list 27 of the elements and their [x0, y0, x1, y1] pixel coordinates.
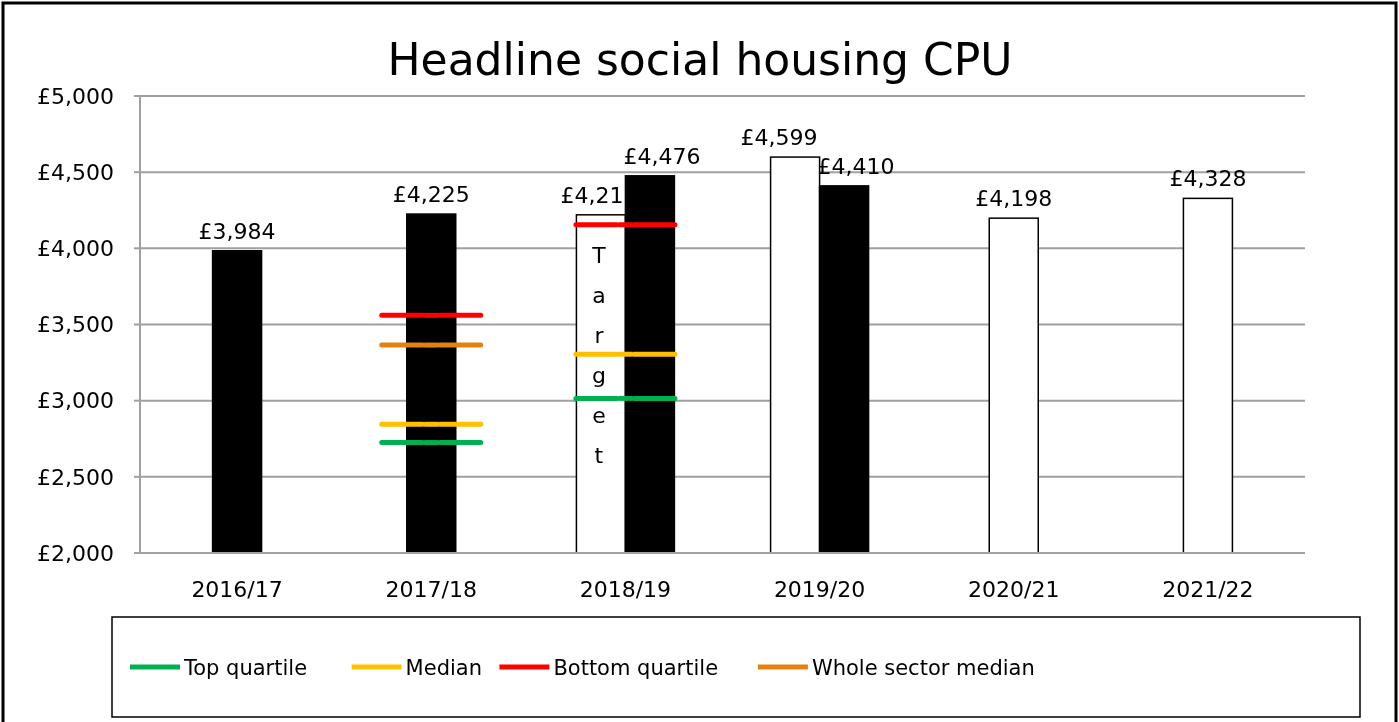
data-label: £3,984: [198, 218, 276, 244]
legend-label: Top quartile: [183, 656, 308, 680]
y-tick-label: £2,500: [37, 464, 114, 490]
legend-label: Bottom quartile: [553, 656, 719, 680]
data-label: £4,328: [1169, 166, 1247, 192]
y-tick-label: £4,500: [37, 159, 114, 185]
legend-label: Whole sector median: [811, 656, 1035, 680]
annotation: £4,21: [560, 182, 624, 208]
y-tick-label: £3,500: [37, 312, 114, 338]
data-label: £4,410: [817, 153, 895, 179]
y-tick-label: £3,000: [37, 388, 114, 414]
x-tick-label: 2016/17: [191, 577, 283, 602]
data-label: £4,198: [975, 186, 1053, 212]
chart-title: Headline social housing CPU: [387, 34, 1013, 85]
x-tick-label: 2018/19: [579, 577, 672, 602]
x-tick-label: 2017/18: [385, 577, 477, 602]
data-label: £4,476: [623, 143, 701, 169]
y-tick-label: £5,000: [37, 83, 114, 109]
series-label: Target: [591, 242, 607, 468]
y-tick-label: £2,000: [37, 540, 114, 566]
x-tick-label: 2021/22: [1162, 577, 1254, 602]
legend-label: Median: [405, 656, 482, 680]
x-tick-label: 2019/20: [773, 577, 866, 602]
data-label: £4,599: [740, 125, 818, 151]
x-tick-label: 2020/21: [968, 577, 1060, 602]
y-tick-label: £4,000: [37, 236, 114, 262]
data-label: £4,225: [392, 182, 470, 208]
